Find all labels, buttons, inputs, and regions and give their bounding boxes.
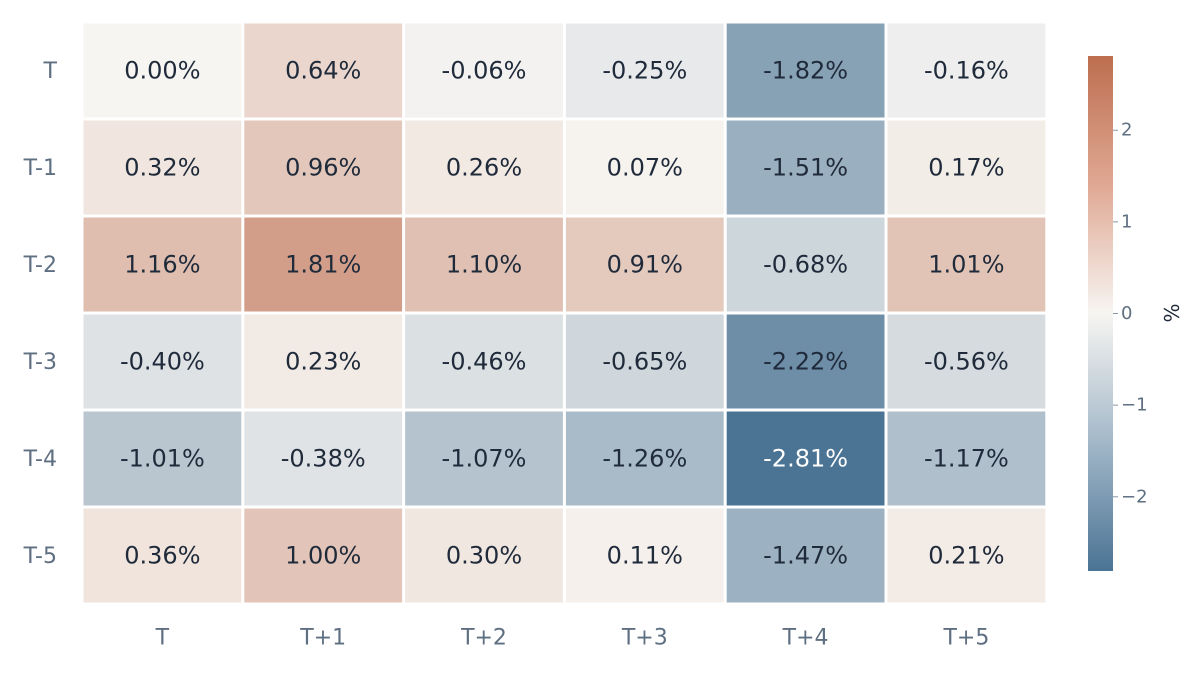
cell-value-label: 0.30% bbox=[446, 542, 522, 570]
colorbar: 2 1 0 −1 −2 % bbox=[1088, 56, 1184, 571]
heatmap-cell bbox=[244, 23, 403, 118]
cell-value-label: 0.36% bbox=[124, 542, 200, 570]
column-label: T+5 bbox=[942, 626, 989, 651]
cell-value-label: 0.17% bbox=[928, 154, 1004, 182]
row-label: T-4 bbox=[23, 447, 57, 472]
cell-value-label: 1.10% bbox=[446, 251, 522, 279]
row-label: T-2 bbox=[23, 253, 57, 278]
cell-value-label: -2.22% bbox=[763, 348, 848, 376]
heatmap-cells: 0.00% 0.64% -0.06% -0.25% -1.82% -0.16% 0.32% 0… bbox=[83, 23, 1046, 603]
heatmap-cell bbox=[244, 314, 403, 409]
heatmap-cell bbox=[887, 217, 1046, 312]
heatmap-cell bbox=[244, 508, 403, 603]
heatmap-cell bbox=[565, 217, 724, 312]
colorbar-title: % bbox=[1160, 303, 1184, 322]
column-label: T bbox=[155, 626, 170, 651]
cell-value-label: -0.06% bbox=[442, 57, 527, 85]
heatmap-cell bbox=[565, 411, 724, 506]
cell-value-label: -0.65% bbox=[602, 348, 687, 376]
heatmap-cell bbox=[726, 411, 885, 506]
heatmap-cell bbox=[565, 120, 724, 215]
cell-value-label: -2.81% bbox=[763, 445, 848, 473]
row-label: T bbox=[43, 59, 58, 84]
cell-value-label: -1.82% bbox=[763, 57, 848, 85]
heatmap-cell bbox=[83, 411, 242, 506]
heatmap-cell bbox=[405, 217, 563, 312]
heatmap-cell bbox=[83, 217, 242, 312]
heatmap-cell bbox=[887, 508, 1046, 603]
heatmap-cell bbox=[726, 120, 885, 215]
row-label: T-3 bbox=[23, 350, 57, 375]
heatmap-cell bbox=[565, 314, 724, 409]
heatmap-cell bbox=[887, 314, 1046, 409]
heatmap-cell bbox=[887, 23, 1046, 118]
cell-value-label: -0.38% bbox=[281, 445, 366, 473]
cell-value-label: -0.56% bbox=[924, 348, 1009, 376]
column-labels: T T+1 T+2 T+3 T+4 T+5 bbox=[155, 626, 990, 651]
column-label: T+4 bbox=[782, 626, 829, 651]
heatmap-cell bbox=[83, 508, 242, 603]
cell-value-label: -1.51% bbox=[763, 154, 848, 182]
heatmap-cell bbox=[83, 314, 242, 409]
column-label: T+3 bbox=[621, 626, 668, 651]
heatmap-cell bbox=[83, 23, 242, 118]
cell-value-label: -1.07% bbox=[442, 445, 527, 473]
cell-value-label: 0.11% bbox=[607, 542, 683, 570]
heatmap-cell bbox=[405, 411, 563, 506]
row-label: T-5 bbox=[23, 544, 57, 569]
cell-value-label: 1.81% bbox=[285, 251, 361, 279]
column-label: T+2 bbox=[460, 626, 507, 651]
heatmap-cell bbox=[565, 23, 724, 118]
column-label: T+1 bbox=[299, 626, 346, 651]
cell-value-label: 0.07% bbox=[607, 154, 683, 182]
cell-value-label: -0.40% bbox=[120, 348, 205, 376]
colorbar-gradient bbox=[1088, 56, 1113, 571]
cell-value-label: -0.46% bbox=[442, 348, 527, 376]
cell-value-label: 0.23% bbox=[285, 348, 361, 376]
colorbar-ticks: 2 1 0 −1 −2 bbox=[1113, 120, 1148, 507]
cell-value-label: -1.17% bbox=[924, 445, 1009, 473]
cell-value-label: -1.47% bbox=[763, 542, 848, 570]
heatmap-cell bbox=[405, 508, 563, 603]
cell-value-label: 0.91% bbox=[607, 251, 683, 279]
heatmap-cell bbox=[244, 217, 403, 312]
cell-value-label: 1.01% bbox=[928, 251, 1004, 279]
cell-value-label: 0.96% bbox=[285, 154, 361, 182]
cell-value-label: 0.26% bbox=[446, 154, 522, 182]
colorbar-tick-label: 0 bbox=[1121, 303, 1132, 324]
cell-value-label: -1.26% bbox=[602, 445, 687, 473]
colorbar-tick-label: 1 bbox=[1121, 211, 1132, 232]
cell-value-label: 0.00% bbox=[124, 57, 200, 85]
heatmap-cell bbox=[405, 120, 563, 215]
colorbar-tick-label: −2 bbox=[1121, 486, 1148, 507]
cell-value-label: -1.01% bbox=[120, 445, 205, 473]
cell-value-label: -0.16% bbox=[924, 57, 1009, 85]
cell-value-label: -0.68% bbox=[763, 251, 848, 279]
cell-value-label: -0.25% bbox=[602, 57, 687, 85]
heatmap-cell bbox=[244, 120, 403, 215]
cell-value-label: 0.64% bbox=[285, 57, 361, 85]
cell-value-label: 0.21% bbox=[928, 542, 1004, 570]
heatmap-cell bbox=[887, 411, 1046, 506]
heatmap-cell bbox=[405, 23, 563, 118]
heatmap-cell bbox=[565, 508, 724, 603]
row-labels: T T-1 T-2 T-3 T-4 T-5 bbox=[23, 59, 58, 569]
heatmap-cell bbox=[726, 508, 885, 603]
heatmap-cell bbox=[244, 411, 403, 506]
colorbar-tick-label: 2 bbox=[1121, 120, 1132, 141]
cell-value-label: 0.32% bbox=[124, 154, 200, 182]
heatmap-cell bbox=[726, 314, 885, 409]
heatmap-cell bbox=[726, 23, 885, 118]
heatmap-cell bbox=[405, 314, 563, 409]
cell-value-label: 1.00% bbox=[285, 542, 361, 570]
colorbar-tick-label: −1 bbox=[1121, 395, 1148, 416]
heatmap-cell bbox=[726, 217, 885, 312]
row-label: T-1 bbox=[23, 156, 57, 181]
cell-value-label: 1.16% bbox=[124, 251, 200, 279]
heatmap-cell bbox=[83, 120, 242, 215]
heatmap-cell bbox=[887, 120, 1046, 215]
